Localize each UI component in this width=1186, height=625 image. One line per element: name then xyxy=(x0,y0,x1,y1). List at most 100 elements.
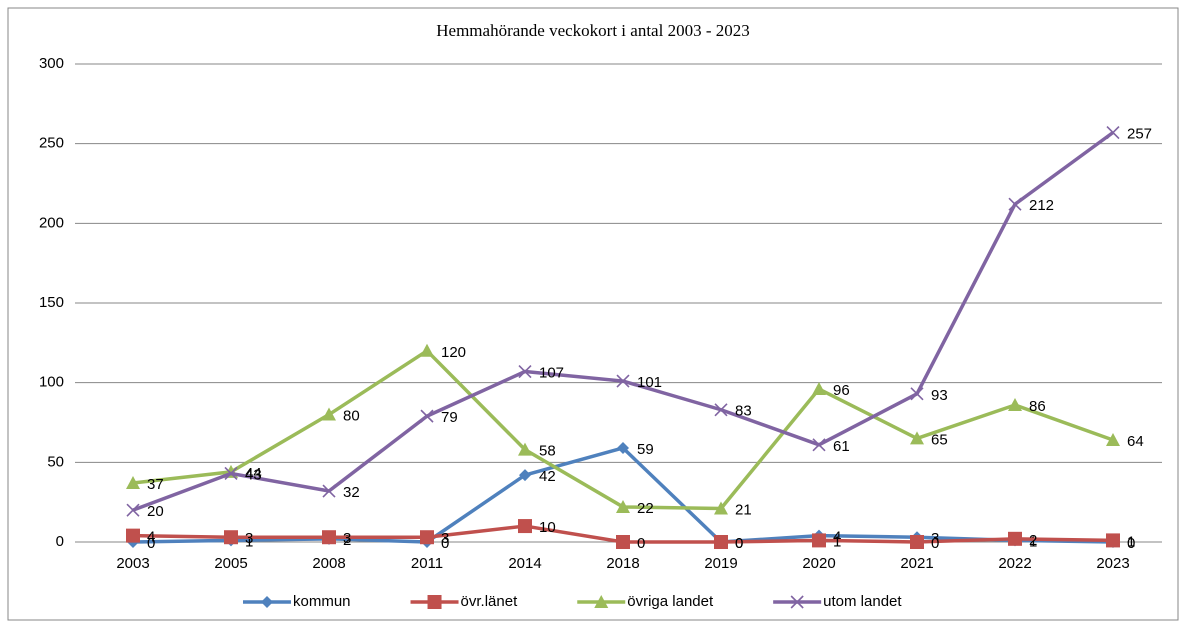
data-label: 22 xyxy=(637,500,654,517)
data-label: 0 xyxy=(735,535,743,552)
data-label: 1 xyxy=(1127,533,1135,550)
marker xyxy=(126,503,140,517)
data-label: 43 xyxy=(245,466,262,483)
legend-label: kommun xyxy=(293,593,351,610)
marker xyxy=(616,499,630,513)
data-label: 1 xyxy=(245,533,253,550)
marker xyxy=(594,595,609,608)
marker xyxy=(261,596,273,608)
y-tick-label: 200 xyxy=(39,214,64,231)
marker xyxy=(617,441,629,454)
data-label: 2 xyxy=(1029,532,1037,549)
data-label: 58 xyxy=(539,443,556,460)
data-label: 96 xyxy=(833,382,850,399)
marker xyxy=(322,530,336,545)
data-label: 0 xyxy=(147,535,155,552)
x-tick-label: 2014 xyxy=(508,555,541,572)
marker xyxy=(420,530,434,545)
data-label: 3 xyxy=(441,530,449,547)
data-label: 64 xyxy=(1127,433,1144,450)
marker xyxy=(126,528,140,543)
data-label: 212 xyxy=(1029,197,1054,214)
chart-frame xyxy=(7,7,1179,621)
data-label: 42 xyxy=(539,468,556,485)
data-label: 257 xyxy=(1127,125,1152,142)
y-tick-label: 250 xyxy=(39,135,64,152)
marker xyxy=(1008,531,1022,546)
data-label: 93 xyxy=(931,387,948,404)
data-label: 3 xyxy=(245,530,253,547)
marker xyxy=(1106,533,1120,548)
data-label: 65 xyxy=(931,431,948,448)
marker xyxy=(224,530,238,545)
marker xyxy=(322,484,336,498)
x-tick-label: 2005 xyxy=(214,555,247,572)
data-label: 2 xyxy=(343,532,351,549)
data-label: 20 xyxy=(147,503,164,520)
data-label: 86 xyxy=(1029,398,1046,415)
data-label: 1 xyxy=(833,533,841,550)
legend-label: övr.länet xyxy=(461,593,519,610)
y-tick-label: 150 xyxy=(39,294,64,311)
marker xyxy=(616,374,630,388)
data-label: 0 xyxy=(1127,535,1135,552)
x-tick-label: 2011 xyxy=(411,555,443,572)
data-label: 1 xyxy=(1029,533,1037,550)
x-tick-label: 2008 xyxy=(312,555,345,572)
data-label: 32 xyxy=(343,484,360,501)
data-label: 59 xyxy=(637,441,654,458)
marker xyxy=(1106,125,1120,140)
marker xyxy=(812,533,826,548)
marker xyxy=(1008,397,1022,411)
data-label: 79 xyxy=(441,409,458,426)
marker xyxy=(616,535,630,549)
x-tick-label: 2018 xyxy=(606,555,639,572)
y-tick-label: 0 xyxy=(56,533,64,550)
x-tick-label: 2003 xyxy=(116,555,149,572)
data-label: 3 xyxy=(343,530,351,547)
data-label: 83 xyxy=(735,403,752,420)
marker xyxy=(1008,197,1022,211)
legend-label: utom landet xyxy=(823,593,902,610)
marker xyxy=(812,438,826,452)
y-tick-label: 50 xyxy=(47,453,64,470)
marker xyxy=(714,501,728,515)
marker xyxy=(420,409,434,423)
chart-title: Hemmahörande veckokort i antal 2003 - 20… xyxy=(436,21,749,40)
marker xyxy=(790,595,804,609)
y-tick-label: 300 xyxy=(39,55,64,72)
marker xyxy=(910,431,924,445)
y-tick-label: 100 xyxy=(39,374,64,391)
data-label: 21 xyxy=(735,502,752,519)
data-label: 37 xyxy=(147,476,164,493)
x-tick-label: 2023 xyxy=(1096,555,1129,572)
marker xyxy=(518,442,532,456)
x-tick-label: 2022 xyxy=(998,555,1031,572)
marker xyxy=(714,535,728,549)
data-label: 107 xyxy=(539,364,564,381)
data-label: 0 xyxy=(441,535,449,552)
data-label: 4 xyxy=(147,529,155,546)
x-tick-label: 2020 xyxy=(802,555,835,572)
data-label: 120 xyxy=(441,344,466,361)
data-label: 0 xyxy=(931,535,939,552)
marker xyxy=(322,407,336,421)
x-tick-label: 2019 xyxy=(704,555,737,572)
marker xyxy=(519,469,531,482)
marker xyxy=(518,519,532,534)
data-label: 10 xyxy=(539,519,556,536)
marker xyxy=(812,382,826,396)
data-label: 3 xyxy=(931,530,939,547)
legend-label: övriga landet xyxy=(627,593,714,610)
marker xyxy=(518,364,532,379)
marker xyxy=(910,535,924,549)
marker xyxy=(427,595,442,609)
data-label: 0 xyxy=(637,535,645,552)
marker xyxy=(224,466,238,481)
marker xyxy=(1106,433,1120,447)
marker xyxy=(714,403,728,417)
x-tick-label: 2021 xyxy=(900,555,933,572)
marker xyxy=(420,343,434,357)
data-label: 0 xyxy=(735,535,743,552)
